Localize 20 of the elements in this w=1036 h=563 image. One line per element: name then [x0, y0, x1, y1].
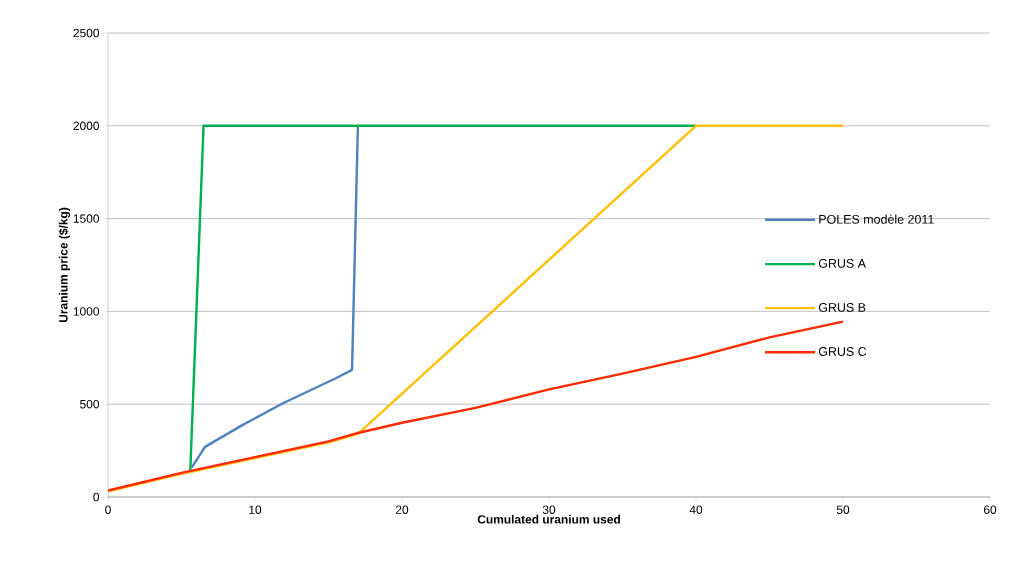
y-tick-label: 1000 [73, 307, 100, 316]
y-tick-label: 0 [93, 492, 100, 502]
legend-label: POLES modèle 2011 [819, 214, 934, 224]
x-tick-label: 10 [249, 505, 262, 514]
y-tick-label: 2500 [73, 28, 100, 38]
line-series [190, 124, 360, 469]
legend-label: GRUS B [818, 303, 866, 312]
x-tick-label: 0 [105, 505, 111, 514]
x-tick-label: 20 [395, 505, 409, 514]
x-axis-title: Cumulated uranium used [477, 514, 620, 524]
y-tick-label: 1500 [73, 214, 100, 223]
y-axis-title: Uranium price ($/kg) [58, 207, 71, 323]
y-tick-label: 500 [80, 399, 100, 409]
x-tick-label: 50 [836, 505, 850, 514]
legend-label: GRUS C [818, 347, 867, 356]
x-tick-label: 40 [689, 505, 703, 514]
x-tick-label: 60 [983, 505, 997, 514]
y-tick-label: 2000 [73, 121, 100, 131]
x-tick-label: 30 [542, 505, 556, 514]
legend-label: GRUS A [818, 259, 866, 268]
